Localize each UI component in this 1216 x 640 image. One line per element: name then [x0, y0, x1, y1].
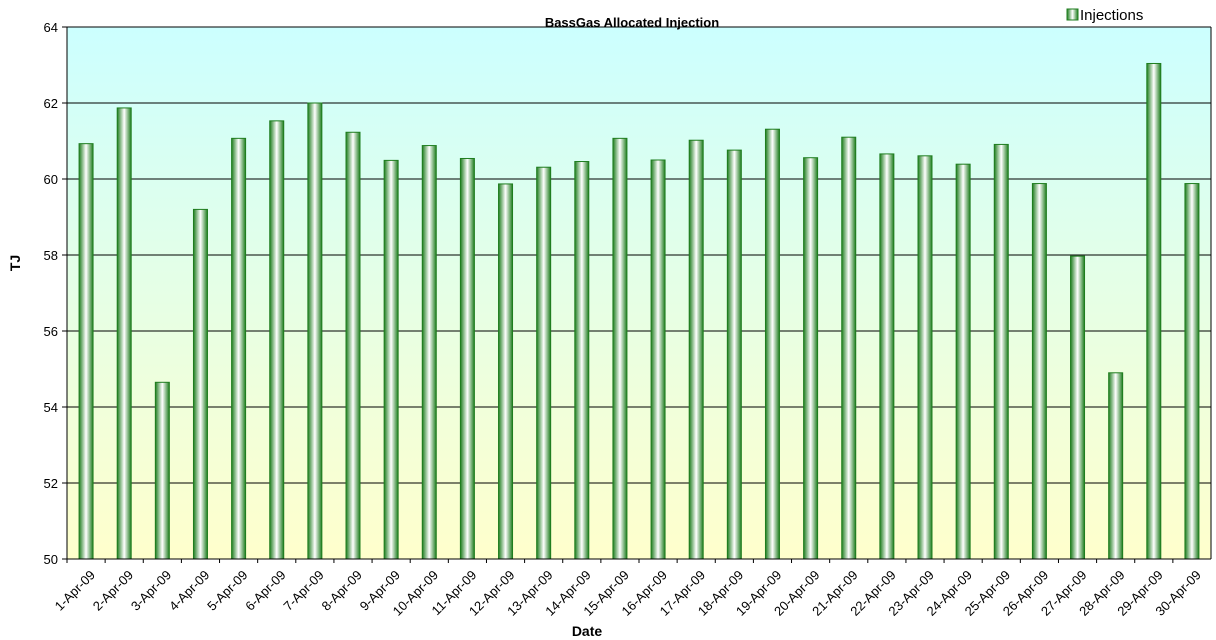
bar — [803, 157, 819, 560]
legend-label: Injections — [1080, 7, 1143, 24]
bar — [650, 159, 666, 560]
bar — [574, 161, 590, 560]
legend-swatch — [1066, 8, 1079, 21]
x-tick-label: 7-Apr-09 — [280, 567, 326, 613]
bar — [688, 139, 704, 560]
bar — [764, 128, 780, 560]
bar — [1184, 183, 1200, 560]
x-tick-labels: 1-Apr-092-Apr-093-Apr-094-Apr-095-Apr-09… — [52, 559, 1204, 619]
x-tick-label: 6-Apr-09 — [242, 567, 288, 613]
y-tick-label: 60 — [44, 172, 58, 187]
x-tick-label: 3-Apr-09 — [128, 567, 174, 613]
bars — [78, 62, 1200, 560]
legend: Injections — [1066, 7, 1143, 24]
bar — [1108, 372, 1124, 560]
y-tick-labels: 50 52 54 56 58 60 62 64 — [44, 20, 58, 567]
plot-area — [67, 27, 1211, 559]
x-tick-label: 4-Apr-09 — [166, 567, 212, 613]
y-tick-label: 54 — [44, 400, 58, 415]
bar — [459, 157, 475, 560]
y-tick-label: 52 — [44, 476, 58, 491]
bar — [307, 102, 323, 560]
bar — [841, 136, 857, 560]
bar — [269, 120, 285, 560]
bar — [421, 145, 437, 560]
y-tick-label: 56 — [44, 324, 58, 339]
x-axis-title: Date — [572, 623, 603, 639]
bar — [345, 131, 361, 560]
y-axis-title: TJ — [7, 255, 23, 271]
bar — [498, 183, 514, 560]
x-tick-label: 8-Apr-09 — [319, 567, 365, 613]
bar — [78, 143, 94, 560]
bar — [726, 149, 742, 560]
bar — [231, 137, 247, 560]
bar — [383, 159, 399, 560]
bar — [993, 143, 1009, 560]
bar — [955, 163, 971, 560]
bar — [536, 166, 552, 560]
x-tick-label: 1-Apr-09 — [52, 567, 98, 613]
bar — [1031, 183, 1047, 560]
x-tick-label: 2-Apr-09 — [90, 567, 136, 613]
y-tick-label: 58 — [44, 248, 58, 263]
bar — [1146, 62, 1162, 560]
y-tick-label: 64 — [44, 20, 58, 35]
x-tick-label: 5-Apr-09 — [204, 567, 250, 613]
bar — [154, 381, 170, 560]
chart-title: BassGas Allocated Injection — [545, 15, 719, 30]
bar — [917, 155, 933, 560]
y-tick-label: 62 — [44, 96, 58, 111]
bar — [879, 153, 895, 560]
bar — [612, 137, 628, 560]
bar — [1070, 255, 1086, 560]
y-tick-label: 50 — [44, 552, 58, 567]
bar — [116, 107, 132, 560]
bar — [192, 208, 208, 560]
